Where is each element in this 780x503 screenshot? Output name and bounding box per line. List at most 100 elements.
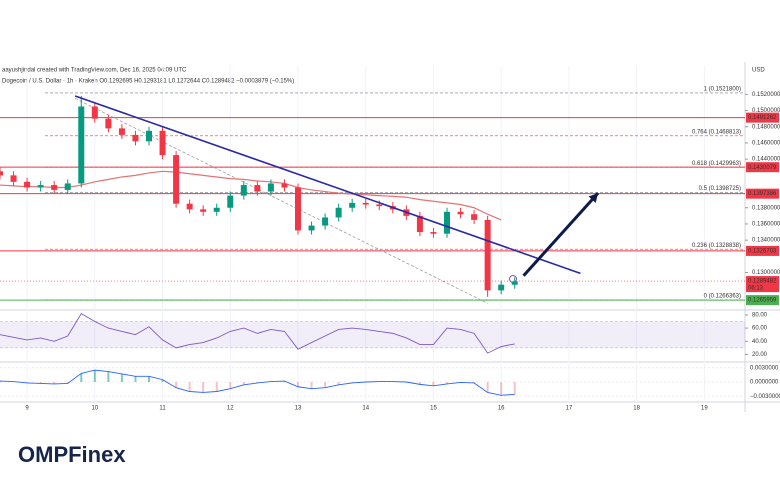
macd-bar bbox=[107, 371, 110, 382]
y-tick-label: 20.00 bbox=[752, 352, 768, 358]
y-tick-label: 80.00 bbox=[752, 313, 768, 319]
countdown: 06:13 bbox=[748, 286, 764, 292]
candle-body bbox=[471, 214, 478, 220]
level-tag bbox=[746, 112, 779, 123]
candle-body bbox=[186, 203, 193, 210]
candle-body bbox=[64, 183, 71, 190]
x-tick-label: 17 bbox=[566, 406, 573, 412]
rsi-band bbox=[0, 321, 745, 348]
logo: OMPFinex bbox=[18, 442, 126, 467]
level-tag bbox=[746, 162, 779, 173]
macd-bar bbox=[188, 382, 191, 392]
arrow-head bbox=[588, 193, 599, 203]
macd-bar bbox=[80, 373, 83, 382]
y-tick-label: 0.1500000 bbox=[752, 108, 780, 114]
macd-bar bbox=[134, 376, 137, 382]
y-tick-label: 0.0030000 bbox=[750, 365, 779, 371]
candle-body bbox=[498, 284, 505, 291]
candle-body bbox=[0, 171, 3, 176]
y-tick-label: 0.1360000 bbox=[752, 222, 780, 228]
candle-body bbox=[349, 202, 356, 208]
macd-bar bbox=[161, 379, 164, 382]
macd-bar bbox=[297, 382, 299, 387]
macd-bar bbox=[202, 382, 205, 393]
x-tick-label: 13 bbox=[295, 406, 302, 412]
macd-bar bbox=[256, 382, 259, 383]
candle-body bbox=[322, 217, 329, 226]
candle-body bbox=[146, 130, 152, 142]
candle-body bbox=[267, 183, 274, 192]
macd-bar bbox=[53, 382, 56, 384]
macd-bar bbox=[446, 382, 448, 384]
last-price-tag bbox=[746, 276, 779, 293]
macd-bar bbox=[215, 382, 218, 392]
x-tick-label: 10 bbox=[91, 406, 98, 412]
macd-bar bbox=[473, 382, 476, 383]
macd-bar bbox=[148, 376, 150, 382]
macd-bar bbox=[66, 382, 69, 384]
y-tick-label: 0.1380000 bbox=[752, 205, 780, 211]
macd-line bbox=[0, 369, 515, 396]
last-price-label: 0.1289482 bbox=[748, 279, 777, 285]
candle-body bbox=[159, 130, 166, 156]
y-tick-label: 0.0000000 bbox=[750, 380, 779, 386]
candle-body bbox=[227, 195, 234, 208]
macd-bar bbox=[351, 382, 354, 383]
chart-frame bbox=[0, 62, 780, 412]
candle-body bbox=[376, 204, 383, 207]
level-label: 0.1430079 bbox=[748, 165, 777, 171]
macd-bar bbox=[39, 382, 42, 384]
y-tick-label: 0.1520000 bbox=[752, 92, 780, 98]
candle-body bbox=[37, 185, 44, 188]
macd-bar bbox=[120, 373, 123, 382]
y-tick-label: 0.1440000 bbox=[752, 157, 780, 163]
candle-body bbox=[91, 106, 98, 119]
y-tick-label: −0.0030000 bbox=[750, 394, 780, 400]
moving-average bbox=[0, 170, 502, 221]
candle-body bbox=[200, 209, 207, 212]
fib-label: 0.764 (0.1468813) bbox=[692, 129, 741, 135]
x-tick-label: 15 bbox=[430, 406, 437, 412]
candle-body bbox=[240, 185, 247, 196]
macd-bar bbox=[175, 382, 178, 388]
candle-body bbox=[10, 175, 17, 182]
level-tag bbox=[746, 295, 779, 306]
x-tick-label: 16 bbox=[498, 406, 505, 412]
level-tag bbox=[746, 188, 779, 199]
candle-body bbox=[416, 215, 423, 233]
macd-bar bbox=[93, 370, 96, 382]
candle-body bbox=[51, 185, 58, 190]
macd-bar bbox=[337, 382, 340, 385]
axis-unit: USD bbox=[752, 68, 765, 74]
x-tick-label: 11 bbox=[159, 406, 166, 412]
candle-body bbox=[511, 281, 518, 285]
candle-body bbox=[118, 128, 125, 135]
level-label: 0.1265959 bbox=[748, 298, 777, 304]
fib-label: 0.618 (0.1429963) bbox=[692, 161, 741, 167]
macd-bar bbox=[500, 382, 503, 396]
candle-body bbox=[308, 225, 315, 231]
fib-label: 0.5 (0.1398725) bbox=[699, 186, 741, 192]
x-tick-label: 9 bbox=[25, 406, 29, 412]
level-label: 0.1326703 bbox=[748, 248, 777, 254]
fib-label: 0.236 (0.1328838) bbox=[692, 243, 741, 249]
macd-bar bbox=[324, 382, 327, 388]
candle-body bbox=[281, 183, 288, 188]
level-label: 0.1397386 bbox=[748, 191, 777, 197]
candle-body bbox=[213, 207, 220, 212]
macd-bar bbox=[486, 382, 489, 393]
diagonal-line bbox=[74, 98, 488, 304]
arrow bbox=[522, 192, 600, 277]
candle-body bbox=[430, 232, 437, 234]
macd-bar bbox=[432, 382, 435, 386]
trendline bbox=[74, 95, 581, 275]
macd-bar bbox=[0, 381, 1, 382]
y-tick-label: 0.1460000 bbox=[752, 141, 780, 147]
x-tick-label: 19 bbox=[701, 406, 708, 412]
macd-bar bbox=[310, 382, 313, 389]
candle-body bbox=[105, 118, 112, 129]
candle-body bbox=[24, 181, 31, 188]
rsi-line bbox=[0, 313, 515, 354]
candle-body bbox=[78, 106, 85, 184]
candle-body bbox=[173, 155, 180, 204]
